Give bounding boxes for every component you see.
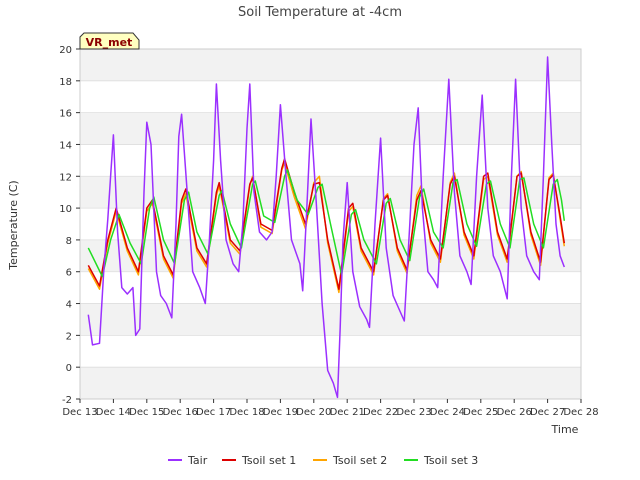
series-layer bbox=[87, 56, 566, 399]
x-tick-label: Dec 19 bbox=[263, 407, 298, 418]
y-axis-ticks: -2 0 2 4 6 8 10 12 14 16 18 20 bbox=[59, 45, 80, 406]
y-tick-label: 18 bbox=[59, 77, 72, 88]
grid-band bbox=[80, 176, 581, 209]
x-tick-label: Dec 13 bbox=[62, 407, 97, 418]
plot-frame bbox=[79, 48, 582, 400]
y-tick-label: -2 bbox=[62, 395, 72, 406]
chart-title: Soil Temperature at -4cm bbox=[238, 5, 402, 20]
legend-item: Tsoil set 3 bbox=[404, 454, 478, 467]
y-tick-label: 14 bbox=[59, 140, 72, 151]
site-label-box bbox=[79, 32, 140, 50]
y-tick-label: 0 bbox=[66, 363, 72, 374]
grid-band bbox=[80, 367, 581, 399]
legend-item: Tsoil set 2 bbox=[313, 454, 387, 467]
x-tick-label: Dec 18 bbox=[229, 407, 264, 418]
grid-band bbox=[80, 80, 581, 113]
legend-label: Tsoil set 3 bbox=[423, 454, 478, 467]
grid-band bbox=[80, 49, 581, 81]
x-tick-label: Dec 28 bbox=[563, 407, 598, 418]
series-line-tsoil-set-3 bbox=[87, 169, 566, 278]
legend-label: Tair bbox=[187, 454, 208, 467]
x-tick-label: Dec 25 bbox=[463, 407, 498, 418]
grid-band bbox=[80, 335, 581, 368]
x-tick-label: Dec 15 bbox=[129, 407, 164, 418]
y-tick-label: 6 bbox=[66, 268, 72, 279]
legend-label: Tsoil set 2 bbox=[332, 454, 387, 467]
legend: Tair Tsoil set 1 Tsoil set 2 Tsoil set 3 bbox=[168, 454, 478, 467]
x-tick-label: Dec 16 bbox=[163, 407, 198, 418]
x-tick-label: Dec 23 bbox=[396, 407, 431, 418]
x-axis-label: Time bbox=[551, 423, 579, 436]
y-tick-label: 16 bbox=[59, 109, 72, 120]
y-axis-label: Temperature (C) bbox=[7, 180, 20, 270]
legend-label: Tsoil set 1 bbox=[241, 454, 296, 467]
grid-band bbox=[80, 144, 581, 177]
grid-band bbox=[80, 271, 581, 304]
site-label-badge: VR_met bbox=[79, 32, 140, 50]
series-line-tair bbox=[87, 56, 566, 399]
grid-band bbox=[80, 303, 581, 336]
x-tick-label: Dec 21 bbox=[330, 407, 365, 418]
series-line-tsoil-set-1 bbox=[87, 158, 566, 290]
y-tick-label: 8 bbox=[66, 236, 72, 247]
x-tick-label: Dec 26 bbox=[497, 407, 532, 418]
x-tick-label: Dec 27 bbox=[530, 407, 565, 418]
y-tick-label: 10 bbox=[59, 204, 72, 215]
legend-item: Tsoil set 1 bbox=[222, 454, 296, 467]
y-tick-label: 20 bbox=[59, 45, 72, 56]
grid-band bbox=[80, 112, 581, 145]
x-tick-label: Dec 22 bbox=[363, 407, 398, 418]
x-tick-label: Dec 20 bbox=[296, 407, 331, 418]
y-tick-label: 12 bbox=[59, 172, 72, 183]
y-tick-label: 4 bbox=[66, 300, 72, 311]
x-tick-label: Dec 17 bbox=[196, 407, 231, 418]
legend-item: Tair bbox=[168, 454, 208, 467]
y-tick-label: 2 bbox=[66, 331, 72, 342]
x-tick-label: Dec 24 bbox=[430, 407, 465, 418]
x-tick-label: Dec 14 bbox=[96, 407, 131, 418]
site-label-text: VR_met bbox=[86, 36, 133, 49]
